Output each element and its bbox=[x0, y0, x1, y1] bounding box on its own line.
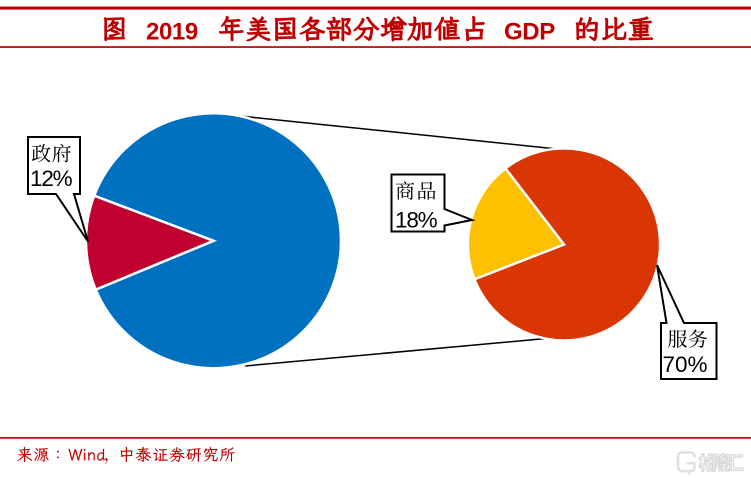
svg-text:2019: 2019 bbox=[146, 18, 198, 45]
svg-text:GDP: GDP bbox=[504, 18, 555, 45]
svg-text:70%: 70% bbox=[663, 352, 708, 377]
svg-text:12%: 12% bbox=[30, 166, 73, 191]
svg-text:18%: 18% bbox=[395, 207, 438, 232]
